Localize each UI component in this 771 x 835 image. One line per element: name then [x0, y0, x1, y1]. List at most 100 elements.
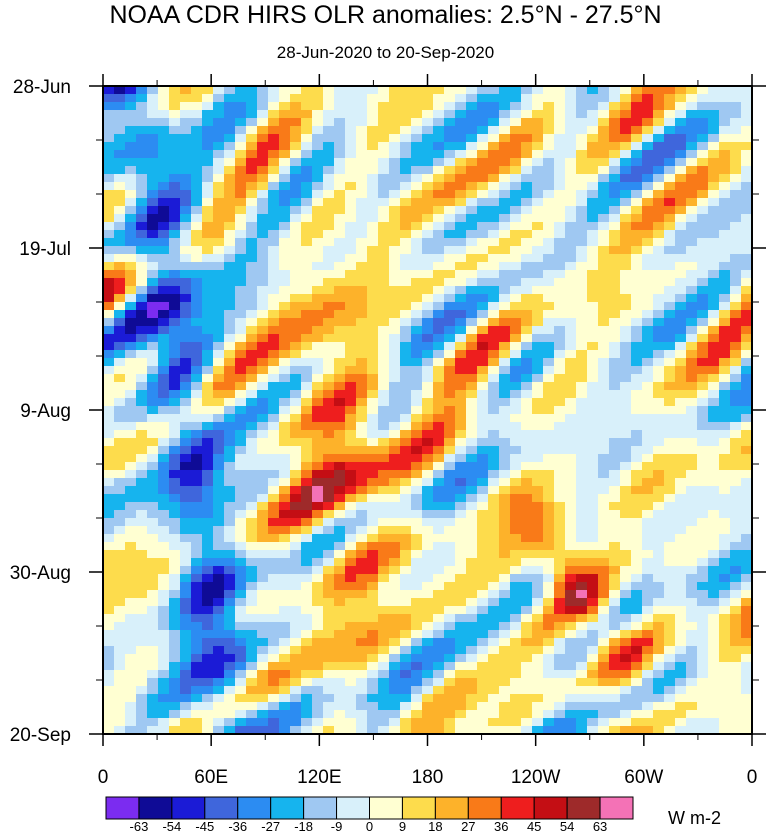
- field-cell: [224, 390, 236, 399]
- field-cell: [477, 382, 489, 391]
- field-cell: [301, 518, 313, 527]
- field-cell: [719, 350, 731, 359]
- field-cell: [125, 246, 137, 255]
- field-cell: [147, 198, 159, 207]
- field-cell: [378, 662, 390, 671]
- field-cell: [345, 150, 357, 159]
- field-cell: [125, 614, 137, 623]
- field-cell: [257, 406, 269, 415]
- field-cell: [642, 110, 654, 119]
- field-cell: [103, 366, 115, 375]
- field-cell: [301, 710, 313, 719]
- field-cell: [312, 686, 324, 695]
- field-cell: [565, 638, 577, 647]
- colorbar-swatch: [566, 796, 601, 820]
- field-cell: [730, 718, 742, 727]
- field-cell: [543, 134, 555, 143]
- field-cell: [103, 470, 115, 479]
- field-cell: [367, 126, 379, 135]
- field-cell: [169, 102, 181, 111]
- field-cell: [136, 686, 148, 695]
- field-cell: [180, 598, 192, 607]
- field-cell: [543, 630, 555, 639]
- field-cell: [224, 494, 236, 503]
- field-cell: [642, 638, 654, 647]
- field-cell: [411, 390, 423, 399]
- field-cell: [576, 358, 588, 367]
- field-cell: [576, 574, 588, 583]
- field-cell: [312, 638, 324, 647]
- field-cell: [708, 86, 720, 95]
- field-cell: [257, 262, 269, 271]
- field-cell: [257, 598, 269, 607]
- field-cell: [257, 702, 269, 711]
- field-cell: [422, 366, 434, 375]
- field-cell: [719, 470, 731, 479]
- field-cell: [257, 230, 269, 239]
- field-cell: [477, 430, 489, 439]
- field-cell: [477, 390, 489, 399]
- field-cell: [554, 198, 566, 207]
- field-cell: [125, 174, 137, 183]
- field-cell: [741, 286, 752, 295]
- field-cell: [312, 134, 324, 143]
- field-cell: [466, 478, 478, 487]
- field-cell: [576, 726, 588, 734]
- field-cell: [686, 310, 698, 319]
- field-cell: [389, 142, 401, 151]
- field-cell: [213, 134, 225, 143]
- field-cell: [356, 326, 368, 335]
- field-cell: [290, 270, 302, 279]
- field-cell: [708, 534, 720, 543]
- field-cell: [466, 710, 478, 719]
- field-cell: [620, 318, 632, 327]
- field-cell: [268, 126, 280, 135]
- field-cell: [345, 462, 357, 471]
- field-cell: [510, 174, 522, 183]
- field-cell: [323, 318, 335, 327]
- field-cell: [411, 230, 423, 239]
- field-cell: [378, 142, 390, 151]
- field-cell: [312, 94, 324, 103]
- field-cell: [257, 126, 269, 135]
- field-cell: [246, 534, 258, 543]
- field-cell: [433, 118, 445, 127]
- field-cell: [279, 262, 291, 271]
- field-cell: [334, 390, 346, 399]
- field-cell: [180, 558, 192, 567]
- field-cell: [279, 694, 291, 703]
- field-cell: [455, 350, 467, 359]
- field-cell: [389, 246, 401, 255]
- field-cell: [433, 182, 445, 191]
- field-cell: [587, 558, 599, 567]
- field-cell: [202, 326, 214, 335]
- field-cell: [631, 182, 643, 191]
- field-cell: [279, 230, 291, 239]
- field-cell: [433, 654, 445, 663]
- field-cell: [532, 454, 544, 463]
- field-cell: [268, 182, 280, 191]
- field-cell: [191, 422, 203, 431]
- field-cell: [686, 326, 698, 335]
- field-cell: [246, 630, 258, 639]
- colorbar-swatch: [138, 796, 173, 820]
- field-cell: [158, 470, 170, 479]
- field-cell: [620, 510, 632, 519]
- field-cell: [125, 198, 137, 207]
- field-cell: [488, 462, 500, 471]
- field-cell: [664, 550, 676, 559]
- field-cell: [290, 566, 302, 575]
- field-cell: [279, 446, 291, 455]
- field-cell: [136, 446, 148, 455]
- field-cell: [642, 214, 654, 223]
- field-cell: [301, 94, 313, 103]
- field-cell: [664, 214, 676, 223]
- field-cell: [334, 190, 346, 199]
- field-cell: [686, 686, 698, 695]
- field-cell: [697, 142, 709, 151]
- field-cell: [510, 518, 522, 527]
- field-cell: [653, 574, 665, 583]
- field-cell: [334, 174, 346, 183]
- field-cell: [543, 430, 555, 439]
- field-cell: [224, 422, 236, 431]
